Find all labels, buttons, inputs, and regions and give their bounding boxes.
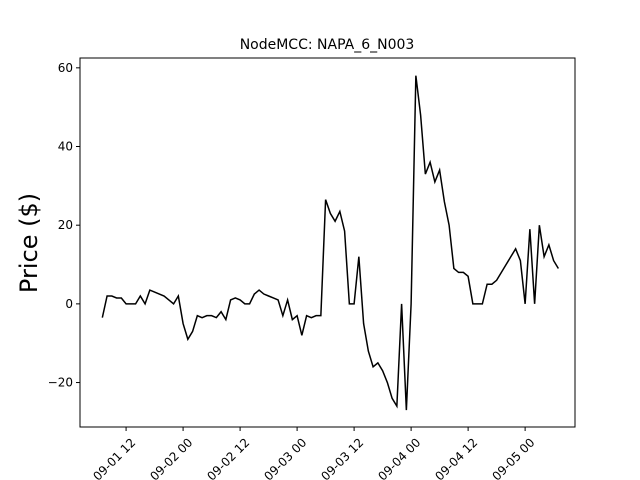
- x-tick-label: 09-02 12: [204, 435, 252, 480]
- axes-frame: [79, 57, 576, 428]
- x-tick-label: 09-05 00: [489, 435, 537, 480]
- y-axis-label: Price ($): [15, 193, 43, 293]
- x-tick-label: 09-01 12: [90, 435, 138, 480]
- y-tick-label: 0: [65, 297, 73, 311]
- x-tick-label: 09-03 12: [318, 435, 366, 480]
- y-tick-label: 60: [58, 61, 73, 75]
- y-tick-label: 20: [58, 218, 73, 232]
- x-tick-label: 09-04 12: [432, 435, 480, 480]
- y-tick-label: −20: [48, 376, 73, 390]
- x-tick-label: 09-02 00: [147, 435, 195, 480]
- x-tick-label: 09-03 00: [261, 435, 309, 480]
- x-tick-label: 09-04 00: [375, 435, 423, 480]
- chart-title: NodeMCC: NAPA_6_N003: [240, 37, 415, 53]
- price-line: [101, 75, 560, 411]
- y-tick-label: 40: [58, 140, 73, 154]
